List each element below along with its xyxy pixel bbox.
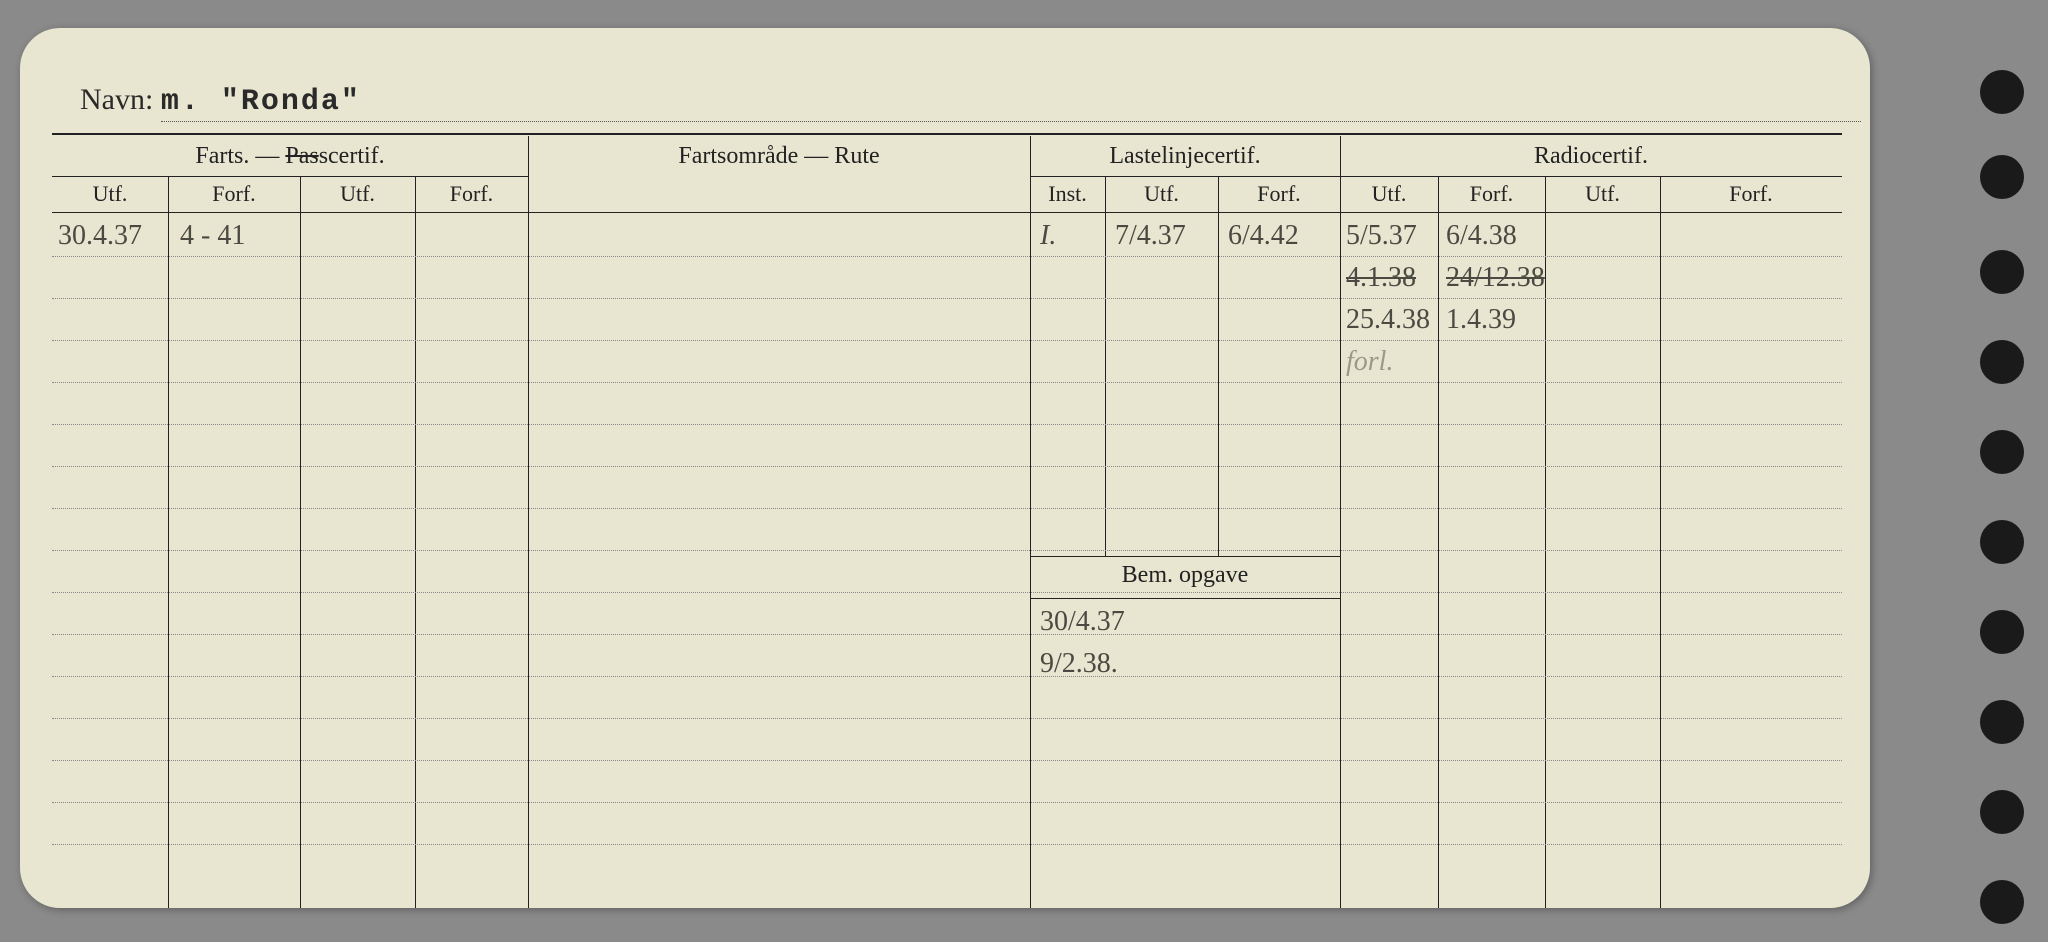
header-radio: Radiocertif. <box>1340 136 1842 176</box>
hole <box>1980 880 2024 924</box>
bem-header: Bem. opgave <box>1030 562 1340 589</box>
vline <box>1545 176 1546 908</box>
navn-row: Navn: m. "Ronda" <box>80 83 1861 122</box>
hole <box>1980 70 2024 114</box>
entry-radio-forf1: 6/4.38 <box>1446 220 1517 252</box>
binder-holes <box>1980 30 2030 910</box>
rule-sub <box>52 212 1842 213</box>
vline <box>415 176 416 908</box>
dotted-row <box>52 424 1842 425</box>
dotted-row <box>52 466 1842 467</box>
navn-label: Navn: <box>80 83 153 116</box>
hole <box>1980 155 2024 199</box>
dotted-row <box>52 844 1842 845</box>
entry-laste-utf: 7/4.37 <box>1115 220 1186 252</box>
vline <box>168 176 169 908</box>
hole <box>1980 790 2024 834</box>
entry-radio-forf3: 1.4.39 <box>1446 304 1516 336</box>
dotted-row <box>52 718 1842 719</box>
dotted-row <box>52 382 1842 383</box>
vline <box>1218 176 1219 556</box>
sub-laste-utf: Utf. <box>1105 176 1218 212</box>
vline <box>1105 176 1106 556</box>
entry-radio-utf1: 5/5.37 <box>1346 220 1417 252</box>
dotted-row <box>52 760 1842 761</box>
sub-radio-forf1: Forf. <box>1438 176 1545 212</box>
hole <box>1980 340 2024 384</box>
dotted-row <box>52 592 1842 593</box>
hole <box>1980 610 2024 654</box>
dotted-row <box>52 256 1842 257</box>
sub-radio-utf1: Utf. <box>1340 176 1438 212</box>
dotted-row <box>52 550 1842 551</box>
sub-farts-utf1: Utf. <box>52 176 168 212</box>
entry-radio-utf4: forl. <box>1346 346 1393 378</box>
dotted-row <box>52 298 1842 299</box>
vline <box>1438 176 1439 908</box>
dotted-row <box>52 340 1842 341</box>
sub-farts-forf2: Forf. <box>415 176 528 212</box>
hole <box>1980 520 2024 564</box>
sub-laste-inst: Inst. <box>1030 176 1105 212</box>
header-fartsomrade: Fartsområde — Rute <box>528 136 1030 176</box>
entry-farts-forf: 4 - 41 <box>180 220 245 252</box>
entry-radio-utf2: 4.1.38 <box>1346 262 1416 294</box>
sub-farts-forf1: Forf. <box>168 176 300 212</box>
dotted-row <box>52 802 1842 803</box>
vline <box>1030 136 1031 908</box>
hole <box>1980 700 2024 744</box>
rule-top <box>52 133 1842 135</box>
header-farts: Farts. — Passcertif. <box>52 136 528 176</box>
rule-bem-top <box>1030 556 1340 557</box>
header-lastelinje: Lastelinjecertif. <box>1030 136 1340 176</box>
vline <box>300 176 301 908</box>
index-card: Navn: m. "Ronda" Farts. — Passcertif. Fa… <box>20 28 1870 908</box>
navn-value: m. "Ronda" <box>161 85 1861 122</box>
vline <box>1660 176 1661 908</box>
rule-bem-bottom <box>1030 598 1340 599</box>
dotted-row <box>52 508 1842 509</box>
hole <box>1980 430 2024 474</box>
sub-laste-forf: Forf. <box>1218 176 1340 212</box>
vline <box>1340 136 1341 908</box>
hole <box>1980 250 2024 294</box>
sub-farts-utf2: Utf. <box>300 176 415 212</box>
entry-bem1: 30/4.37 <box>1040 606 1125 638</box>
dotted-row <box>52 676 1842 677</box>
entry-bem2: 9/2.38. <box>1040 648 1118 680</box>
sub-radio-forf2: Forf. <box>1660 176 1842 212</box>
entry-laste-inst: I. <box>1040 220 1056 252</box>
entry-farts-utf: 30.4.37 <box>58 220 142 252</box>
entry-radio-utf3: 25.4.38 <box>1346 304 1430 336</box>
vline <box>528 136 529 908</box>
entry-laste-forf: 6/4.42 <box>1228 220 1299 252</box>
entry-radio-forf2: 24/12.38 <box>1446 262 1545 294</box>
dotted-row <box>52 634 1842 635</box>
sub-radio-utf2: Utf. <box>1545 176 1660 212</box>
